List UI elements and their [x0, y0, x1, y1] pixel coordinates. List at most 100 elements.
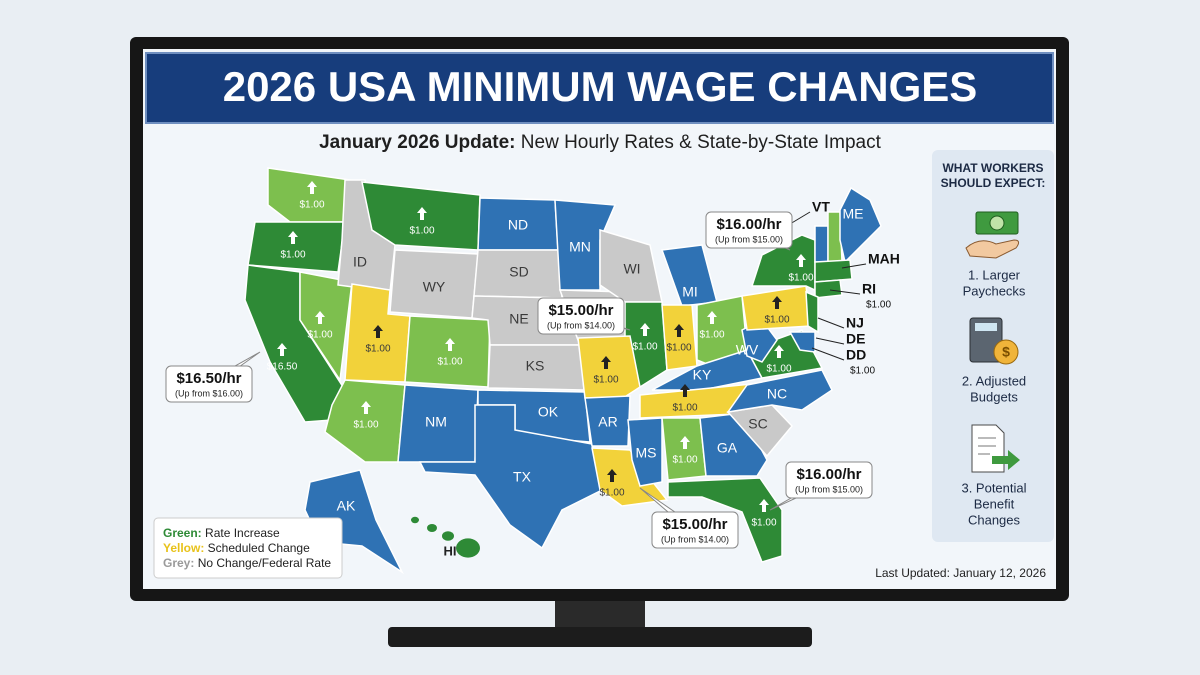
- up-arrow: [417, 207, 427, 220]
- state-abbr: TX: [513, 469, 532, 485]
- state: [591, 447, 669, 507]
- legend-text: Scheduled Change: [204, 541, 310, 555]
- state-abbr: ID: [353, 254, 367, 270]
- sidebar-title: WHAT WORKERS: [942, 161, 1043, 175]
- leader-line: [817, 317, 845, 329]
- callout-rate: $15.00/hr: [662, 516, 727, 533]
- state-abbr: AR: [598, 414, 617, 430]
- up-arrow: [640, 323, 650, 336]
- sidebar-item: 3. Potential: [961, 480, 1026, 495]
- up-arrow: [774, 345, 784, 358]
- callout-box: [165, 365, 253, 403]
- state-abbr: NM: [425, 414, 447, 430]
- callout-rate: $16.50/hr: [176, 370, 241, 387]
- legend-key: Green:: [163, 526, 202, 540]
- up-arrow: [796, 254, 806, 267]
- state-change: $1.00: [632, 342, 657, 353]
- up-arrow: [707, 311, 717, 324]
- up-arrow: [680, 436, 690, 449]
- sidebar-item: Paychecks: [963, 283, 1026, 298]
- up-arrow: [772, 296, 782, 309]
- up-arrow: [759, 499, 769, 512]
- up-arrow: [607, 469, 617, 482]
- up-arrow: [288, 231, 298, 244]
- annotation-label: NJ: [846, 315, 864, 331]
- state-abbr: WY: [423, 279, 446, 295]
- state-abbr: GA: [717, 440, 738, 456]
- state-abbr: HI: [444, 543, 457, 558]
- state-abbr: MN: [569, 239, 591, 255]
- state: [814, 279, 843, 299]
- up-arrow: [601, 356, 611, 369]
- state-abbr: MS: [636, 445, 657, 461]
- annotation-label: RI: [862, 281, 876, 297]
- state-change: $1.00: [672, 455, 697, 466]
- island: [442, 531, 454, 541]
- state-abbr: WV: [736, 342, 759, 358]
- up-arrow: [373, 325, 383, 338]
- leader-line: [789, 211, 811, 225]
- up-arrow: [277, 343, 287, 356]
- subtitle-rest: New Hourly Rates & State-by-State Impact: [516, 132, 882, 153]
- state-change: $1.00: [666, 343, 691, 354]
- leader-line: [811, 347, 845, 361]
- state-change: $1.00: [307, 330, 332, 341]
- leader-line: [815, 337, 845, 345]
- state: [814, 259, 853, 283]
- callout-note: (Up from $14.00): [661, 534, 729, 544]
- callout-box: [651, 511, 739, 549]
- state: [788, 331, 816, 353]
- state-change: $1.00: [751, 518, 776, 529]
- state-change: $1.00: [788, 273, 813, 284]
- leader-line: [841, 263, 867, 269]
- coin: [993, 339, 1019, 365]
- tv-neck: [555, 598, 645, 630]
- sidebar-item: 1. Larger: [968, 267, 1021, 282]
- state-abbr: WI: [623, 261, 640, 277]
- state: [726, 369, 833, 414]
- state-change: $1.00: [437, 357, 462, 368]
- callout-rate: $16.00/hr: [716, 216, 781, 233]
- legend-entry: Green: Rate Increase: [163, 526, 280, 540]
- state: [805, 290, 819, 334]
- state: [661, 304, 698, 371]
- state-abbr: AK: [337, 498, 356, 514]
- callout-box: [705, 211, 793, 249]
- footer: Last Updated: January 12, 2026: [875, 566, 1046, 580]
- sidebar-item: 2. Adjusted: [962, 373, 1026, 388]
- state: [814, 225, 829, 263]
- state: [839, 186, 882, 264]
- state-abbr: NC: [767, 386, 787, 402]
- state: [627, 417, 663, 487]
- annotation-change: $1.00: [850, 366, 875, 377]
- state: [299, 271, 353, 383]
- island: [456, 538, 480, 558]
- callout-note: (Up from $16.00): [175, 388, 243, 398]
- state-abbr: MI: [682, 284, 698, 300]
- state-abbr: KY: [693, 367, 712, 383]
- money-icon: [965, 211, 1020, 259]
- state-change: $1.00: [299, 200, 324, 211]
- up-arrow: [315, 311, 325, 324]
- callout-note: (Up from $15.00): [715, 234, 783, 244]
- state-abbr: NE: [509, 311, 528, 327]
- legend-box: [153, 517, 343, 579]
- up-arrow: [445, 338, 455, 351]
- state-change: $1.00: [280, 250, 305, 261]
- up-arrow: [680, 384, 690, 397]
- legend-entry: Grey: No Change/Federal Rate: [163, 556, 331, 570]
- state-change: $1.00: [699, 330, 724, 341]
- title: 2026 USA MINIMUM WAGE CHANGES: [223, 63, 978, 110]
- header-bar: [145, 52, 1054, 124]
- state: [304, 469, 404, 575]
- coin-symbol: $: [1002, 344, 1010, 360]
- document: [971, 424, 1005, 473]
- state: [584, 395, 631, 447]
- state-change: $16.50: [267, 362, 298, 373]
- callout-rate: $16.00/hr: [796, 466, 861, 483]
- subtitle-bold: January 2026 Update:: [319, 132, 515, 153]
- callout-rate: $15.00/hr: [548, 302, 613, 319]
